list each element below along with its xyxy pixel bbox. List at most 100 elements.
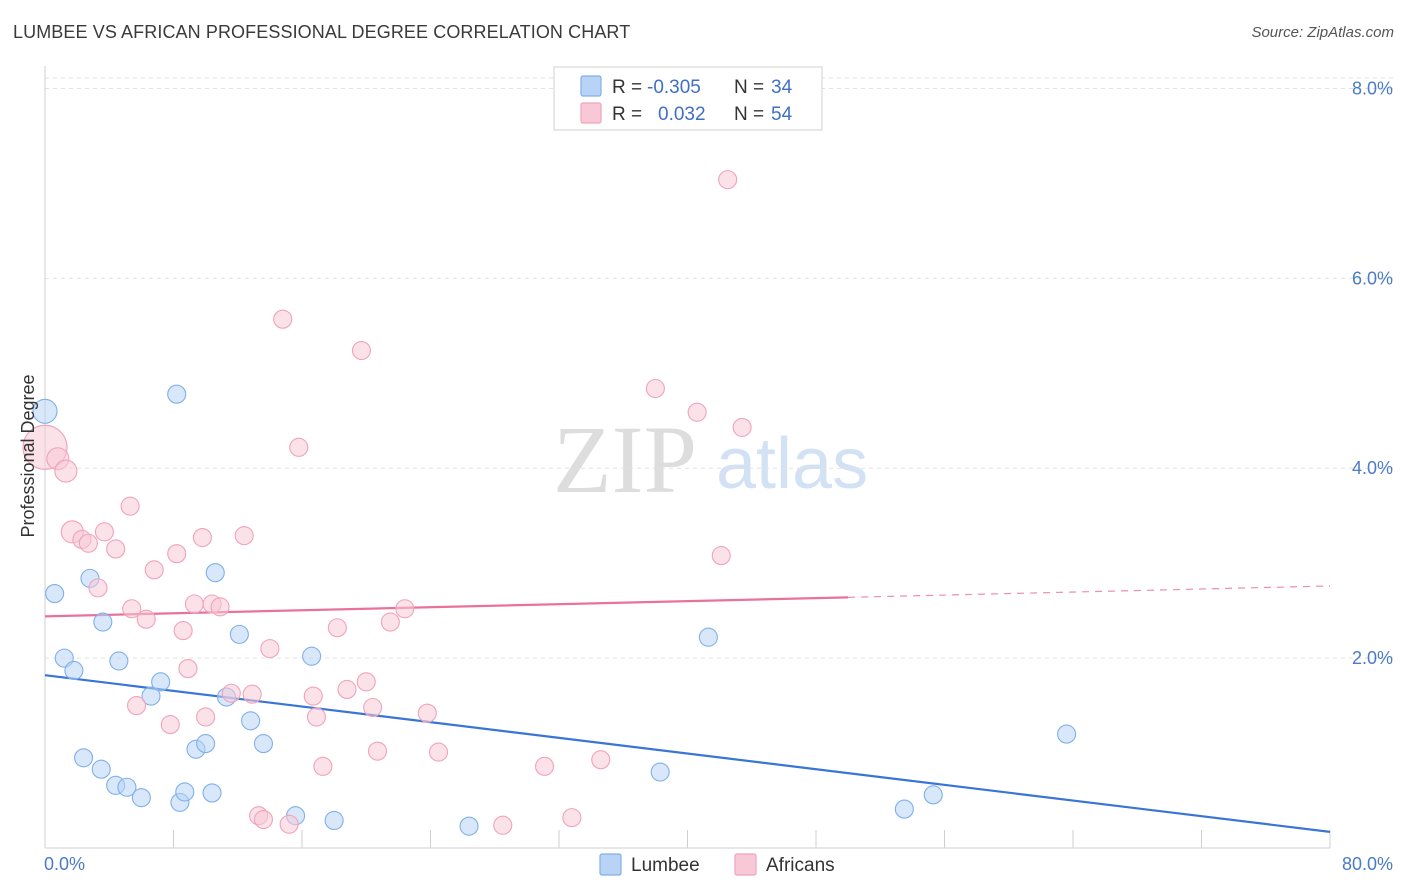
x-tick-label-max: 80.0% [1342, 854, 1393, 874]
point-1-42 [395, 599, 415, 619]
point-0-18 [196, 734, 216, 754]
point-0-4 [74, 748, 94, 768]
point-1-35 [327, 618, 347, 638]
point-1-11 [127, 696, 147, 716]
point-1-27 [253, 809, 274, 830]
watermark-zip: ZIP [553, 406, 697, 513]
legend-r-value-africans: 0.032 [658, 104, 706, 125]
point-1-6 [88, 578, 108, 598]
x-tick-label-min: 0.0% [44, 854, 85, 874]
point-1-2 [54, 459, 78, 483]
y-tick-labels: 2.0% 4.0% 6.0% 8.0% [1352, 78, 1393, 668]
bottom-legend-label-africans: Africans [766, 855, 835, 876]
point-0-12 [141, 686, 161, 706]
point-0-9 [109, 651, 129, 671]
point-1-45 [493, 815, 513, 835]
trend-line-0 [44, 674, 1331, 833]
y-axis-title: Professional Degree [18, 374, 38, 537]
point-0-30 [698, 627, 718, 647]
point-1-37 [351, 340, 371, 361]
point-1-8 [106, 539, 126, 559]
legend-swatch-lumbee [580, 75, 602, 97]
point-0-16 [175, 782, 195, 802]
point-1-5 [78, 533, 98, 553]
point-1-34 [313, 756, 333, 776]
point-1-41 [380, 612, 400, 632]
y-tick-label-1: 4.0% [1352, 458, 1393, 478]
grid-lines [45, 77, 1393, 659]
legend-r-label-lumbee: R = [612, 77, 642, 98]
legend-n-value-africans: 54 [771, 104, 793, 125]
point-1-22 [210, 597, 230, 617]
point-0-20 [205, 563, 225, 583]
watermark-atlas: atlas [716, 424, 868, 504]
point-0-19 [202, 783, 222, 803]
point-0-27 [324, 810, 344, 831]
point-0-23 [241, 711, 261, 731]
point-0-13 [151, 672, 171, 692]
point-0-28 [459, 816, 479, 836]
point-0-3 [64, 660, 84, 681]
point-1-33 [306, 707, 327, 727]
point-0-1 [45, 584, 65, 604]
legend-n-value-lumbee: 34 [771, 77, 793, 98]
y-tick-label-0: 2.0% [1352, 648, 1393, 668]
point-0-0 [32, 398, 58, 424]
point-1-38 [356, 672, 376, 692]
point-1-36 [337, 679, 357, 700]
point-1-12 [136, 609, 156, 629]
point-1-40 [367, 741, 388, 761]
point-1-13 [144, 560, 164, 580]
y-tick-label-3: 8.0% [1352, 78, 1393, 98]
point-1-49 [645, 378, 665, 399]
point-0-11 [131, 788, 151, 808]
point-0-14 [167, 384, 187, 404]
point-1-7 [94, 522, 114, 542]
point-0-22 [229, 624, 249, 644]
point-1-15 [167, 544, 187, 564]
point-1-51 [711, 546, 731, 566]
point-0-29 [650, 762, 670, 782]
point-1-30 [279, 814, 299, 834]
bottom-legend-label-lumbee: Lumbee [631, 855, 700, 876]
y-tick-label-2: 6.0% [1352, 268, 1393, 288]
bottom-legend-swatch-africans [734, 853, 757, 876]
legend-swatch-africans [580, 102, 602, 124]
trend-line-extension-1 [848, 585, 1331, 598]
point-0-32 [923, 785, 943, 805]
data-points [22, 170, 1077, 836]
point-1-17 [173, 621, 193, 641]
point-1-32 [303, 686, 323, 706]
point-1-20 [196, 707, 216, 727]
point-1-16 [178, 659, 198, 679]
point-1-10 [122, 599, 142, 619]
legend-n-label-lumbee: N = [734, 77, 764, 98]
point-1-19 [192, 527, 212, 548]
point-1-47 [562, 808, 582, 828]
point-1-46 [534, 756, 555, 776]
point-0-10 [117, 777, 137, 797]
point-1-28 [260, 639, 280, 659]
point-1-44 [428, 742, 449, 762]
point-1-18 [184, 594, 204, 614]
bottom-legend-swatch-lumbee [599, 853, 622, 876]
point-1-9 [120, 496, 140, 516]
point-1-29 [273, 309, 293, 329]
trend-lines [44, 585, 1331, 833]
point-1-14 [160, 715, 180, 735]
watermark: ZIP atlas [553, 406, 868, 513]
point-1-53 [732, 417, 752, 437]
point-0-33 [1057, 724, 1077, 744]
point-1-31 [289, 437, 309, 457]
point-1-50 [687, 402, 707, 422]
point-1-25 [242, 684, 262, 704]
source-credit: Source: ZipAtlas.com [1251, 24, 1394, 41]
point-1-23 [221, 683, 241, 703]
legend-r-value-lumbee: -0.305 [647, 77, 701, 98]
point-0-7 [93, 612, 113, 632]
point-1-43 [417, 703, 437, 723]
legend-r-label-africans: R = [612, 104, 642, 125]
trend-line-1 [44, 596, 849, 618]
chart-title: LUMBEE VS AFRICAN PROFESSIONAL DEGREE CO… [13, 22, 631, 42]
